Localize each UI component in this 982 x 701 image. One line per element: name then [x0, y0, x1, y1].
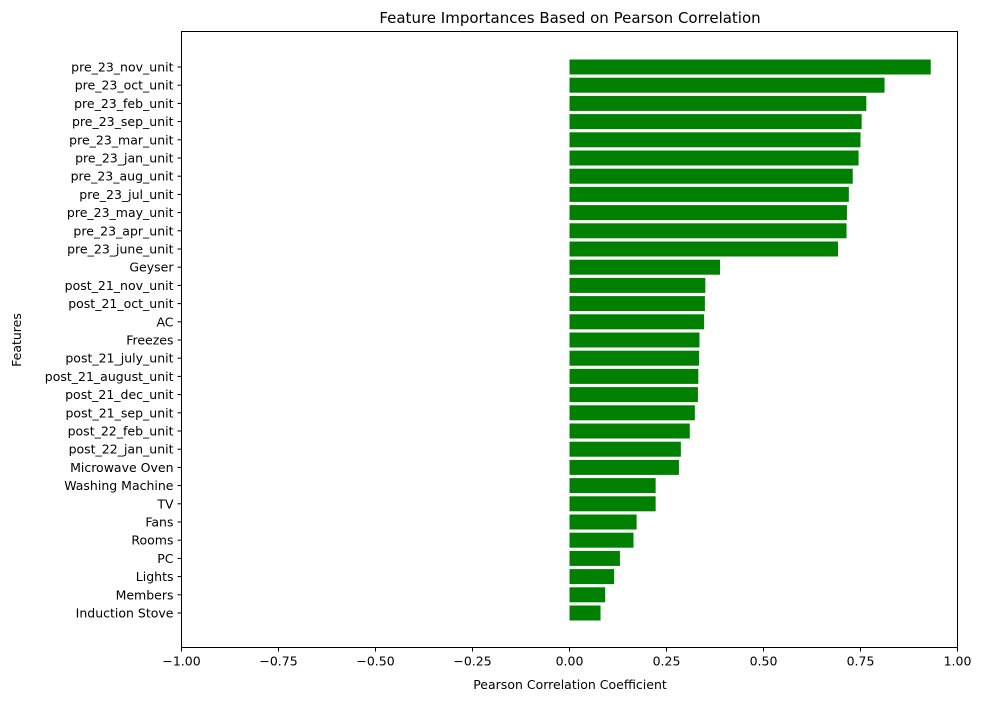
y-ticks-group: pre_23_nov_unit pre_23_oct_unit pre_23_feb…	[45, 60, 182, 621]
bar	[569, 459, 679, 475]
y-tick-label: pre_23_oct_unit	[75, 78, 174, 93]
bar	[569, 296, 705, 312]
bar	[569, 95, 867, 111]
bar	[569, 205, 847, 221]
bar	[569, 77, 885, 93]
y-axis-label: Features	[9, 313, 24, 367]
x-tick-label: −0.25	[453, 654, 491, 669]
y-tick-label: post_21_nov_unit	[65, 278, 174, 293]
y-tick-label: Geyser	[129, 260, 174, 275]
bar	[569, 569, 615, 585]
x-axis-label: Pearson Correlation Coefficient	[473, 677, 667, 692]
y-tick-label: pre_23_apr_unit	[73, 223, 173, 238]
x-tick-label: −0.50	[356, 654, 394, 669]
bar	[569, 223, 847, 239]
y-tick-label: pre_23_feb_unit	[74, 96, 173, 111]
y-tick-label: Members	[116, 587, 174, 602]
y-tick-label: PC	[157, 551, 174, 566]
bar	[569, 514, 637, 530]
x-tick-label: −1.00	[162, 654, 200, 669]
y-tick-label: post_21_dec_unit	[65, 387, 173, 402]
chart-title: Feature Importances Based on Pearson Cor…	[379, 9, 760, 27]
x-tick-label: 0.50	[750, 654, 778, 669]
bar	[569, 605, 601, 621]
x-tick-label: 0.25	[653, 654, 681, 669]
bar	[569, 350, 700, 366]
bar	[569, 368, 699, 384]
y-tick-label: post_21_july_unit	[65, 351, 173, 366]
y-tick-label: pre_23_aug_unit	[71, 169, 174, 184]
y-tick-label: pre_23_nov_unit	[71, 60, 173, 75]
bar	[569, 332, 700, 348]
bar	[569, 587, 606, 603]
y-tick-label: AC	[156, 314, 173, 329]
y-tick-label: pre_23_may_unit	[67, 205, 174, 220]
bar	[569, 114, 862, 130]
y-tick-label: Washing Machine	[64, 478, 174, 493]
y-tick-label: pre_23_mar_unit	[69, 132, 173, 147]
y-tick-label: Freezes	[126, 333, 173, 348]
bar	[569, 259, 721, 275]
x-ticks-group: −1.00 −0.75 −0.50 −0.25 0.00 0.25 0.50 0.75 1.00	[162, 647, 972, 669]
bar	[569, 496, 656, 512]
y-tick-label: pre_23_sep_unit	[72, 114, 174, 129]
bar	[569, 441, 681, 457]
y-tick-label: pre_23_jul_unit	[79, 187, 173, 202]
bar	[569, 150, 859, 166]
bar	[569, 478, 656, 494]
bar	[569, 532, 634, 548]
bar	[569, 405, 695, 421]
bars-group	[569, 59, 931, 621]
x-tick-label: 0.75	[847, 654, 875, 669]
y-tick-label: Rooms	[131, 533, 173, 548]
bar	[569, 59, 931, 75]
bar	[569, 550, 620, 566]
bar	[569, 241, 838, 257]
bar	[569, 132, 861, 148]
y-tick-label: post_21_august_unit	[45, 369, 174, 384]
bar	[569, 314, 705, 330]
y-tick-label: pre_23_june_unit	[67, 242, 173, 257]
y-tick-label: TV	[156, 496, 174, 511]
x-tick-label: 0.00	[556, 654, 584, 669]
bar	[569, 387, 698, 403]
y-tick-label: pre_23_jan_unit	[75, 151, 174, 166]
y-tick-label: Fans	[145, 515, 173, 530]
y-tick-label: Microwave Oven	[70, 460, 173, 475]
bar	[569, 277, 706, 293]
y-tick-label: post_22_jan_unit	[69, 442, 174, 457]
y-tick-label: post_21_sep_unit	[65, 405, 173, 420]
plot-frame	[181, 31, 958, 648]
y-tick-label: Lights	[136, 569, 174, 584]
x-tick-label: 1.00	[944, 654, 972, 669]
y-tick-label: post_21_oct_unit	[68, 296, 173, 311]
bar	[569, 168, 853, 184]
y-tick-label: post_22_feb_unit	[68, 424, 174, 439]
bar	[569, 423, 690, 439]
bar	[569, 186, 849, 202]
x-tick-label: −0.75	[259, 654, 297, 669]
y-tick-label: Induction Stove	[76, 606, 174, 621]
